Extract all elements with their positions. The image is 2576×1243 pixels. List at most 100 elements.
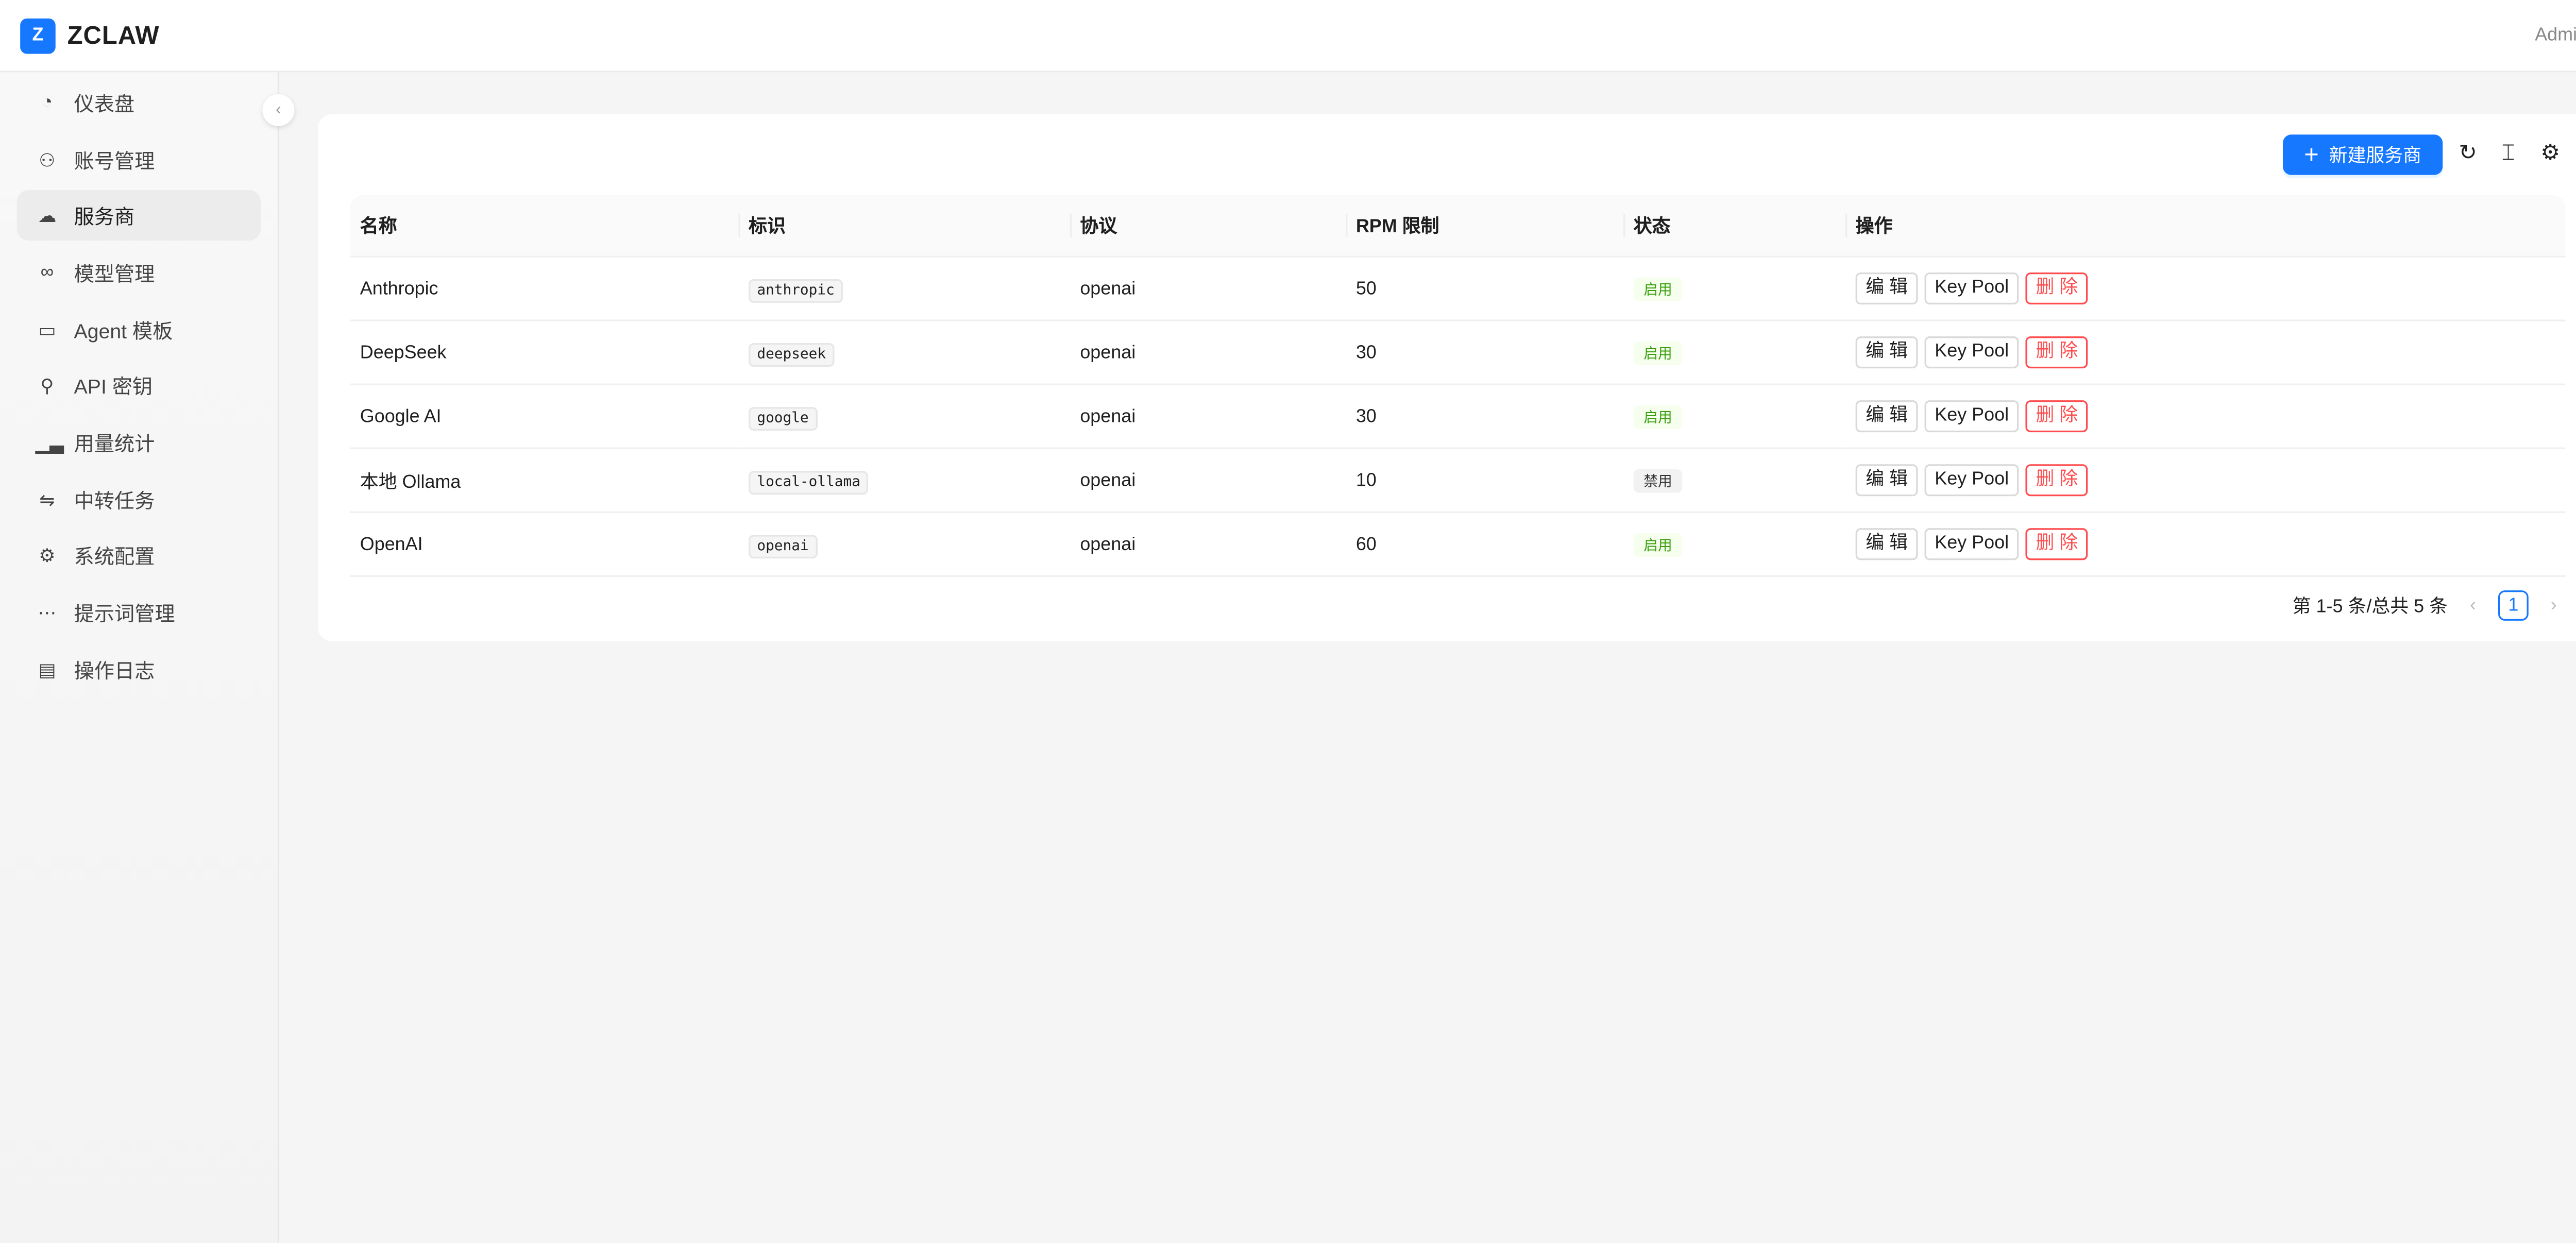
provider-rpm: 30: [1346, 384, 1624, 449]
actions-cell: 编 辑 Key Pool 删 除: [1845, 384, 2566, 449]
status-badge: 启用: [1633, 340, 1683, 364]
provider-rpm: 10: [1346, 448, 1624, 513]
settings-icon[interactable]: ⚙: [2540, 140, 2561, 165]
provider-name: Google AI: [350, 384, 739, 449]
sidebar-item-4[interactable]: ▭ Agent 模板: [17, 304, 261, 355]
delete-button[interactable]: 删 除: [2025, 464, 2088, 497]
column-header: 协议: [1070, 195, 1346, 258]
provider-id-cell: local-ollama: [738, 448, 1070, 513]
provider-rpm: 30: [1346, 320, 1624, 385]
sidebar: ◔ 仪表盘 ⚇ 账号管理 ☁ 服务商 ∞ 模型管理 ▭ Agent 模板 ⚲ API 密钥 ▁▃ 用量统计…: [0, 72, 280, 1243]
key-pool-button[interactable]: Key Pool: [1924, 464, 2019, 497]
sidebar-item-label: 中转任务: [74, 488, 155, 513]
column-header: 操作: [1845, 195, 2566, 258]
actions-cell: 编 辑 Key Pool 删 除: [1845, 512, 2566, 577]
actions-cell: 编 辑 Key Pool 删 除: [1845, 256, 2566, 321]
provider-id-cell: anthropic: [738, 256, 1070, 321]
next-page-icon[interactable]: ›: [2550, 595, 2557, 616]
provider-id: openai: [749, 534, 818, 558]
table-header-row: 名称 标识 协议 RPM 限制 状态 操作: [350, 195, 2566, 258]
table-row: Anthropic anthropic openai 50 启用 编 辑 Key …: [350, 256, 2566, 321]
provider-id-cell: deepseek: [738, 320, 1070, 385]
bar-chart-icon: ▁▃: [35, 433, 64, 453]
status-cell: 启用: [1623, 512, 1846, 577]
sidebar-item-label: Agent 模板: [74, 318, 173, 343]
top-header: Z ZCLAW Admin: [0, 0, 2576, 73]
provider-rpm: 50: [1346, 256, 1624, 321]
sidebar-item-10[interactable]: ▤ 操作日志: [17, 644, 261, 695]
edit-button[interactable]: 编 辑: [1855, 336, 1918, 369]
delete-button[interactable]: 删 除: [2025, 272, 2088, 305]
delete-button[interactable]: 删 除: [2025, 336, 2088, 369]
file-icon: ▤: [38, 660, 56, 680]
density-icon[interactable]: ⌶: [2501, 140, 2515, 165]
edit-button[interactable]: 编 辑: [1855, 400, 1918, 433]
column-header: 名称: [350, 195, 739, 258]
sidebar-item-8[interactable]: ⚙ 系统配置: [17, 530, 261, 581]
edit-button[interactable]: 编 辑: [1855, 272, 1918, 305]
status-cell: 启用: [1623, 320, 1846, 385]
status-badge: 启用: [1633, 277, 1683, 300]
provider-id: local-ollama: [749, 470, 869, 494]
sidebar-item-label: 服务商: [74, 204, 135, 228]
sidebar-item-label: 系统配置: [74, 544, 155, 568]
table-row: Google AI google openai 30 启用 编 辑 Key Poo…: [350, 384, 2566, 449]
table-row: OpenAI openai openai 60 启用 编 辑 Key Pool 删 …: [350, 512, 2566, 577]
sidebar-item-9[interactable]: ⋯ 提示词管理: [17, 587, 261, 638]
sidebar-item-label: 仪表盘: [74, 91, 135, 115]
delete-button[interactable]: 删 除: [2025, 528, 2088, 560]
sidebar-item-3[interactable]: ∞ 模型管理: [17, 247, 261, 298]
cloud-server-icon: ☁: [38, 206, 57, 227]
key-icon: ⚲: [40, 376, 54, 396]
key-pool-button[interactable]: Key Pool: [1924, 400, 2019, 433]
sidebar-item-label: 模型管理: [74, 261, 155, 285]
page-1-button[interactable]: 1: [2498, 590, 2529, 621]
sidebar-item-0[interactable]: ◔ 仪表盘: [17, 77, 261, 128]
edit-button[interactable]: 编 辑: [1855, 464, 1918, 497]
provider-name: Anthropic: [350, 256, 739, 321]
sidebar-item-2[interactable]: ☁ 服务商: [16, 190, 261, 241]
column-header: RPM 限制: [1346, 195, 1624, 258]
provider-protocol: openai: [1070, 256, 1346, 321]
provider-id-cell: openai: [738, 512, 1070, 577]
sidebar-item-label: 操作日志: [74, 658, 155, 683]
sidebar-item-5[interactable]: ⚲ API 密钥: [17, 360, 261, 411]
sidebar-item-label: 用量统计: [74, 431, 155, 455]
column-header: 标识: [738, 195, 1070, 258]
status-cell: 启用: [1623, 384, 1846, 449]
sidebar-item-7[interactable]: ⇋ 中转任务: [17, 474, 261, 525]
actions-cell: 编 辑 Key Pool 删 除: [1845, 320, 2566, 385]
provider-protocol: openai: [1070, 448, 1346, 513]
sidebar-item-1[interactable]: ⚇ 账号管理: [17, 134, 261, 185]
gear-icon: ⚙: [39, 546, 56, 566]
provider-name: 本地 Ollama: [350, 448, 739, 513]
users-icon: ⚇: [39, 150, 56, 171]
prev-page-icon[interactable]: ‹: [2469, 595, 2476, 616]
provider-name: DeepSeek: [350, 320, 739, 385]
link-icon: ∞: [40, 262, 54, 283]
new-provider-button[interactable]: + 新建服务商: [2283, 134, 2443, 175]
brand-name: ZCLAW: [67, 22, 160, 50]
delete-button[interactable]: 删 除: [2025, 400, 2088, 433]
message-icon: ⋯: [38, 603, 57, 623]
plus-icon: +: [2304, 140, 2319, 169]
status-badge: 禁用: [1633, 468, 1683, 492]
refresh-icon[interactable]: ↻: [2459, 140, 2478, 165]
key-pool-button[interactable]: Key Pool: [1924, 528, 2019, 560]
sidebar-item-6[interactable]: ▁▃ 用量统计: [17, 417, 261, 468]
collapse-sidebar-button[interactable]: ‹: [262, 94, 295, 126]
edit-button[interactable]: 编 辑: [1855, 528, 1918, 560]
swap-icon: ⇋: [39, 490, 55, 511]
status-cell: 启用: [1623, 256, 1846, 321]
status-cell: 禁用: [1623, 448, 1846, 513]
user-menu[interactable]: Admin: [2535, 25, 2576, 46]
column-header: 状态: [1623, 195, 1846, 258]
provider-id: anthropic: [749, 278, 843, 302]
provider-rpm: 60: [1346, 512, 1624, 577]
key-pool-button[interactable]: Key Pool: [1924, 336, 2019, 369]
key-pool-button[interactable]: Key Pool: [1924, 272, 2019, 305]
sidebar-item-label: 账号管理: [74, 148, 155, 173]
provider-name: OpenAI: [350, 512, 739, 577]
